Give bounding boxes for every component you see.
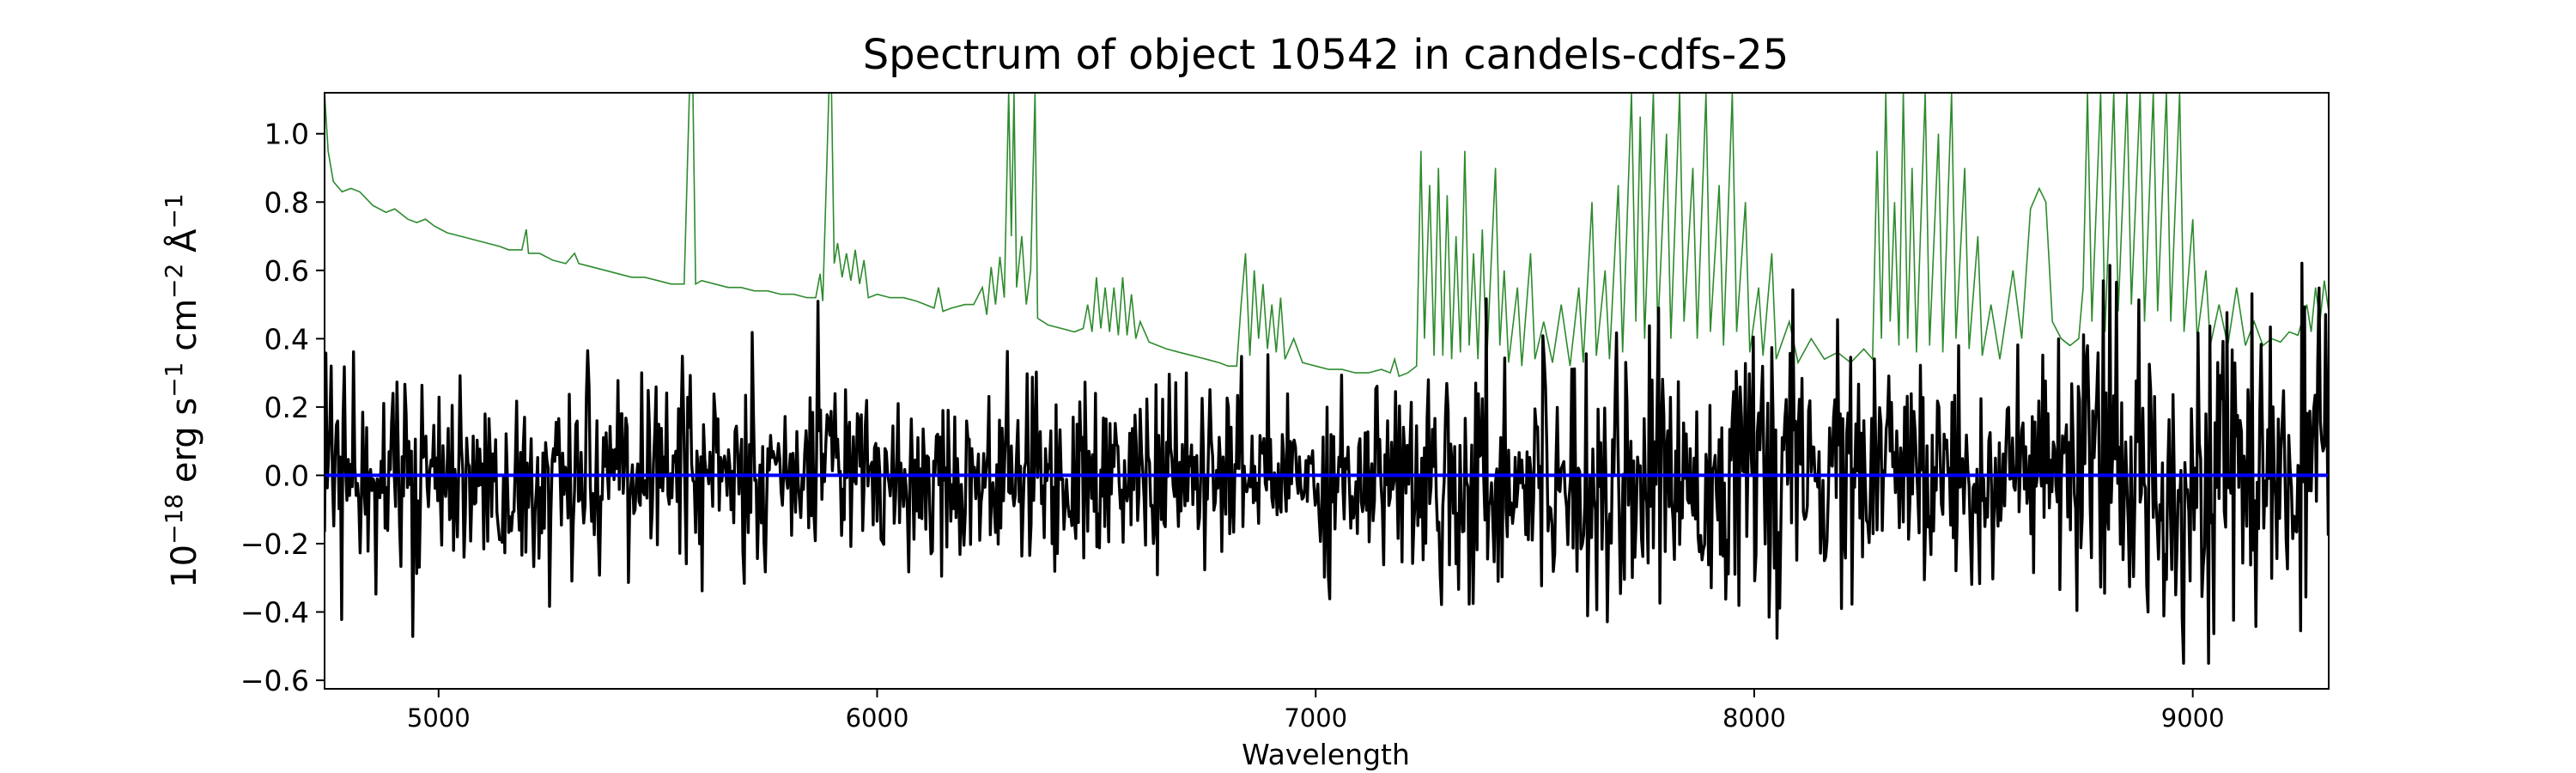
y-tick-label: 1.0 [264, 118, 309, 151]
x-tick-label: 7000 [1284, 703, 1347, 733]
y-tick-label: 0.8 [264, 186, 309, 219]
y-axis-label: 10−18 erg s−1 cm−2 Å−1 [160, 193, 205, 588]
chart-title: Spectrum of object 10542 in candels-cdfs… [863, 31, 1789, 79]
y-tick-label: 0.4 [264, 322, 309, 356]
y-tick-label: 0.6 [264, 254, 309, 288]
y-tick-label: −0.2 [240, 527, 309, 561]
y-tick-label: −0.6 [240, 664, 309, 697]
series-layer [325, 93, 2329, 665]
x-tick-label: 5000 [407, 703, 471, 733]
y-tick-label: −0.4 [240, 596, 309, 630]
plot-frame [324, 92, 2330, 690]
x-tick-label: 8000 [1722, 703, 1786, 733]
x-tick-label: 6000 [846, 703, 909, 733]
x-axis: 5000 6000 7000 8000 9000 [407, 689, 2225, 733]
y-axis: 1.0 0.8 0.6 0.4 0.2 0.0 −0.2 −0.4 −0.6 [240, 118, 325, 697]
x-tick-label: 9000 [2161, 703, 2225, 733]
x-axis-label: Wavelength [1242, 738, 1410, 771]
series-line-error [325, 93, 2329, 378]
y-tick-label: 0.0 [264, 459, 309, 492]
y-tick-label: 0.2 [264, 391, 309, 424]
series-line-flux [325, 261, 2329, 665]
